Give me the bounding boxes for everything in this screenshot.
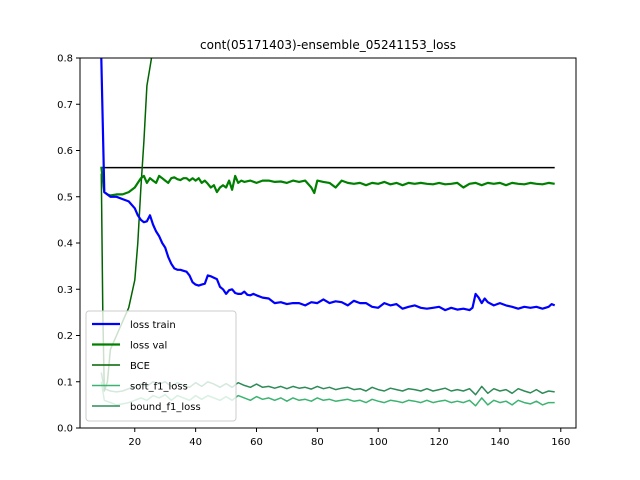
legend: loss train loss val BCE soft_f1_loss bound_f… <box>85 310 237 422</box>
y-tick-label: 0.4 <box>57 239 73 250</box>
y-tick-label: 0.1 <box>57 377 73 388</box>
x-tick-label: 60 <box>250 437 263 448</box>
legend-label: BCE <box>130 361 150 372</box>
legend-label: loss train <box>130 320 176 331</box>
axes-layer: 20 40 60 80 100 120 140 160 0.0 0.1 0.2 0.3 0.4 0.5 0.… <box>57 54 570 449</box>
series-line-loss-train <box>100 58 556 312</box>
x-tick-label: 100 <box>369 437 388 448</box>
legend-label: loss val <box>130 341 167 352</box>
legend-box <box>85 310 237 422</box>
y-tick-label: 0.5 <box>57 192 73 203</box>
series-line-loss-val <box>100 166 555 197</box>
y-tick-label: 0.6 <box>57 146 73 157</box>
x-tick-label: 40 <box>189 437 202 448</box>
x-tick-label: 20 <box>128 437 141 448</box>
y-tick-label: 0.2 <box>57 331 73 342</box>
y-tick-label: 0.8 <box>57 54 73 65</box>
y-tick-label: 0.0 <box>57 424 73 435</box>
x-tick-label: 140 <box>490 437 509 448</box>
y-tick-label: 0.3 <box>57 285 73 296</box>
y-tick-label: 0.7 <box>57 100 73 111</box>
chart-title: cont(05171403)-ensemble_05241153_loss <box>200 38 456 52</box>
x-tick-label: 80 <box>311 437 324 448</box>
legend-label: bound_f1_loss <box>130 402 201 413</box>
x-tick-label: 160 <box>551 437 570 448</box>
x-tick-label: 120 <box>430 437 449 448</box>
legend-label: soft_f1_loss <box>130 382 188 393</box>
